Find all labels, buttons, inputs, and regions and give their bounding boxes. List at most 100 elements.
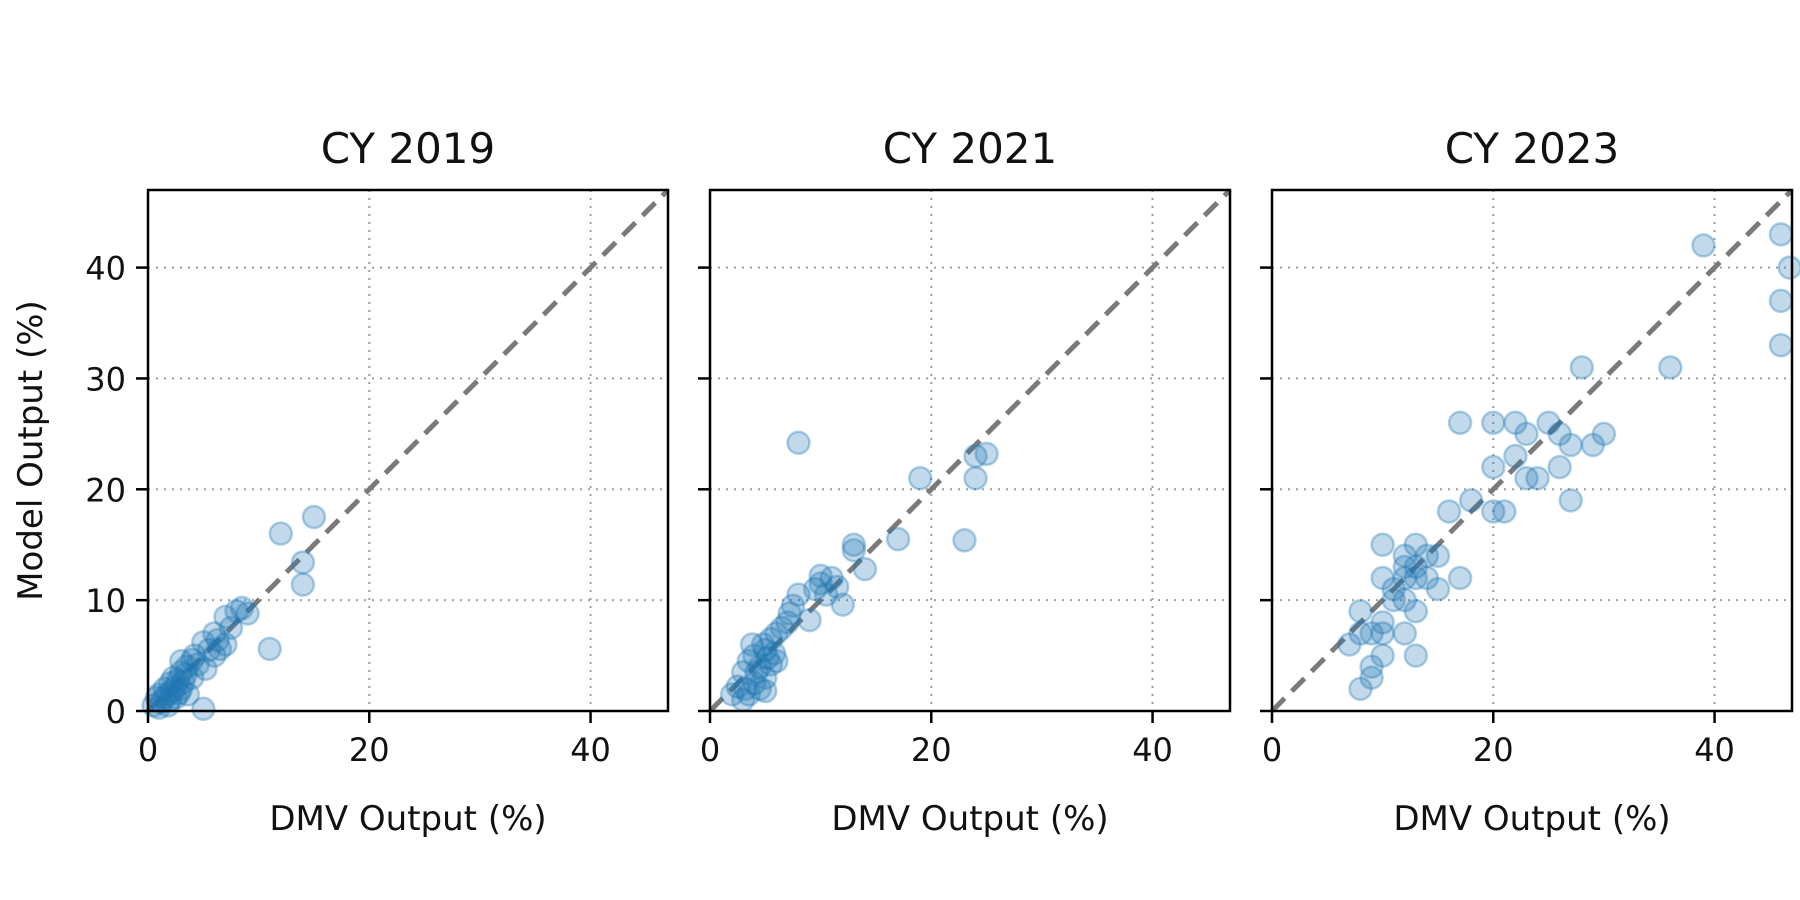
data-point [1458,488,1484,513]
data-point [813,582,839,607]
data-point [974,441,999,467]
data-point [1414,543,1440,569]
data-point [753,665,778,690]
data-point [1558,488,1583,513]
data-point [290,550,316,575]
data-point [761,641,787,666]
x-tick-label: 40 [1132,731,1173,769]
data-point [830,592,856,617]
data-point [1658,355,1683,380]
data-point [180,665,205,690]
data-point [1337,632,1362,657]
y-tick-label: 20 [85,471,126,509]
data-point [163,685,188,710]
data-point [824,574,850,600]
data-point [1580,432,1606,458]
reference-line [146,188,670,713]
data-point [1381,576,1406,602]
data-point [1481,410,1506,436]
data-point [1591,421,1617,447]
data-point [753,637,778,663]
data-point [808,571,833,596]
data-point [155,682,181,707]
data-point [1503,410,1528,436]
data-point [180,647,205,673]
data-point [758,652,784,677]
data-point [1403,554,1429,580]
data-point [747,676,773,702]
data-point [963,443,988,469]
data-point [1392,554,1418,580]
data-point [207,636,233,662]
data-point [907,465,933,491]
data-point [149,689,174,715]
data-point [218,615,244,641]
data-point [808,563,833,589]
data-point [786,582,811,607]
data-point [185,652,211,677]
data-point [1370,643,1395,668]
x-tick-label: 0 [700,731,720,769]
y-tick-label: 40 [85,250,126,288]
data-point [175,682,201,707]
data-point [1436,499,1462,524]
data-point [1370,565,1395,591]
x-tick-label: 20 [1473,731,1514,769]
data-point [1414,565,1440,591]
data-point [144,685,170,710]
data-point [301,504,327,530]
data-point [755,645,780,671]
data-point [173,662,198,687]
data-point [191,630,216,655]
data-point [802,576,828,602]
data-point [1392,543,1418,569]
data-point [168,659,194,685]
data-point [1392,565,1418,591]
data-point [736,682,761,707]
data-point [753,678,778,704]
data-point [747,654,773,679]
data-point [1381,587,1406,613]
data-point [775,610,800,635]
data-point [168,676,194,702]
data-point [1569,355,1595,380]
data-point [841,538,867,563]
data-point [1370,610,1395,635]
data-point [160,678,185,704]
data-point [1525,465,1550,491]
data-point [165,667,191,693]
data-point [1447,410,1473,436]
panel-title: CY 2023 [1445,124,1619,173]
data-point [1691,233,1716,258]
data-point [161,665,186,690]
data-point [841,532,867,557]
data-point [229,595,255,621]
data-point [235,601,260,626]
data-point [736,648,761,674]
data-point [171,669,196,695]
data-point [852,556,878,582]
data-point [725,674,750,699]
data-point [952,528,977,553]
x-tick-label: 0 [1262,731,1282,769]
data-point [1558,432,1583,458]
x-axis-label: DMV Output (%) [1393,799,1670,839]
plot-frame [146,188,670,713]
data-point [1403,598,1429,624]
data-point [1359,654,1384,679]
data-point [1403,565,1429,591]
plot-frame [1270,188,1794,713]
data-point [1514,421,1539,447]
data-point [744,659,769,685]
data-point [1514,465,1539,491]
data-point [196,637,222,663]
x-tick-label: 0 [138,731,158,769]
data-point [780,593,806,618]
data-point [1359,621,1384,646]
data-point [963,465,988,491]
data-point [1492,499,1517,524]
data-point [1536,410,1561,436]
data-point [224,598,249,624]
data-point [257,636,282,662]
